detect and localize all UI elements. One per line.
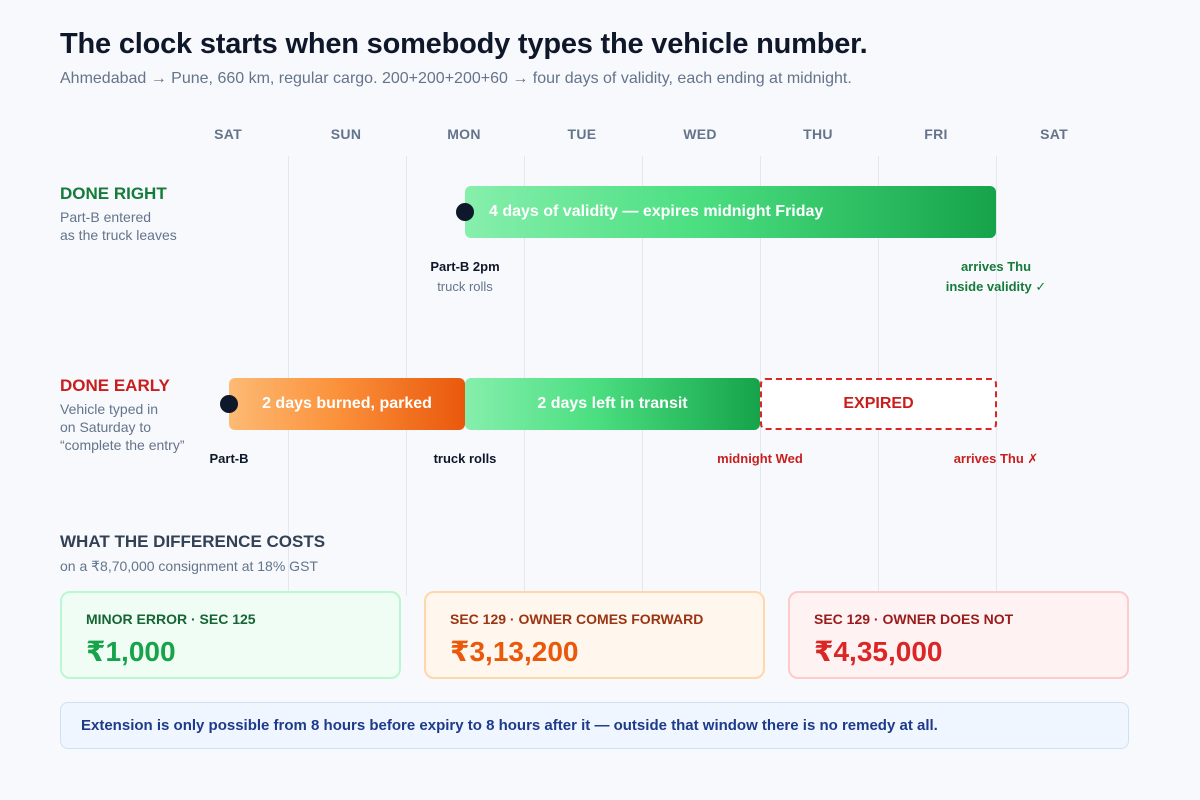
done-right-desc: Part-B entered as the truck leaves	[60, 208, 177, 244]
day-label-sat: SAT	[214, 126, 242, 142]
arrival-status-label: inside validity ✓	[945, 279, 1047, 294]
expired-bar: EXPIRED	[760, 378, 997, 430]
day-gridline	[760, 156, 761, 596]
penalty-card-amount: ₹3,13,200	[450, 636, 579, 667]
done-right-start-annotation: Part-B 2pm truck rolls	[365, 257, 565, 297]
done-right-title: DONE RIGHT	[60, 184, 167, 203]
part-b-entry-marker	[456, 203, 474, 221]
penalty-card-label: SEC 129 · OWNER DOES NOT	[814, 611, 1014, 627]
done-early-title: DONE EARLY	[60, 376, 170, 395]
day-label-mon: MON	[447, 126, 481, 142]
penalty-card-label: MINOR ERROR · SEC 125	[86, 611, 256, 627]
done-right-desc-line: Part-B entered	[60, 209, 152, 225]
start-time-label: Part-B 2pm	[430, 259, 500, 274]
penalty-card-owner-forward: SEC 129 · OWNER COMES FORWARD ₹3,13,200	[424, 591, 765, 679]
transit-days-bar: 2 days left in transit	[465, 378, 760, 430]
day-gridline	[288, 156, 289, 596]
extension-note: Extension is only possible from 8 hours …	[60, 702, 1129, 749]
burned-days-bar: 2 days burned, parked	[229, 378, 465, 430]
validity-bar: 4 days of validity — expires midnight Fr…	[465, 186, 996, 238]
early-part-b-label: Part-B	[209, 451, 249, 466]
day-label-sat-next: SAT	[1040, 126, 1068, 142]
day-label-fri: FRI	[924, 126, 948, 142]
done-right-end-annotation: arrives Thu inside validity ✓	[896, 257, 1096, 297]
day-label-tue: TUE	[567, 126, 597, 142]
day-label-wed: WED	[683, 126, 717, 142]
start-sub-label: truck rolls	[437, 279, 493, 294]
day-gridline	[878, 156, 879, 596]
penalty-card-minor: MINOR ERROR · SEC 125 ₹1,000	[60, 591, 401, 679]
day-gridline	[996, 156, 997, 596]
done-right-desc-line: as the truck leaves	[60, 227, 177, 243]
costs-subheading: on a ₹8,70,000 consignment at 18% GST	[60, 558, 318, 574]
done-early-desc-line: Vehicle typed in	[60, 401, 159, 417]
day-gridline	[406, 156, 407, 596]
part-b-early-marker	[220, 395, 238, 413]
done-early-desc: Vehicle typed in on Saturday to “complet…	[60, 400, 185, 454]
day-gridline	[524, 156, 525, 596]
expired-label: EXPIRED	[843, 395, 914, 412]
done-early-desc-line: on Saturday to	[60, 419, 152, 435]
penalty-card-amount: ₹4,35,000	[814, 636, 943, 667]
page-title: The clock starts when somebody types the…	[60, 28, 868, 60]
day-gridline	[642, 156, 643, 596]
arrives-thu-fail-label: arrives Thu ✗	[953, 451, 1039, 466]
done-early-desc-line: “complete the entry”	[60, 437, 185, 453]
penalty-card-amount: ₹1,000	[86, 636, 176, 667]
penalty-card-label: SEC 129 · OWNER COMES FORWARD	[450, 611, 704, 627]
validity-bar-label: 4 days of validity — expires midnight Fr…	[489, 203, 824, 220]
burned-days-label: 2 days burned, parked	[262, 395, 432, 412]
transit-days-label: 2 days left in transit	[537, 395, 688, 412]
penalty-card-owner-absent: SEC 129 · OWNER DOES NOT ₹4,35,000	[788, 591, 1129, 679]
truck-rolls-label: truck rolls	[433, 451, 497, 466]
arrival-label: arrives Thu	[960, 259, 1032, 274]
page-subtitle: Ahmedabad → Pune, 660 km, regular cargo.…	[60, 70, 852, 87]
day-label-sun: SUN	[330, 126, 362, 142]
costs-heading: WHAT THE DIFFERENCE COSTS	[60, 532, 326, 551]
day-label-thu: THU	[803, 126, 833, 142]
midnight-wed-label: midnight Wed	[717, 451, 803, 466]
